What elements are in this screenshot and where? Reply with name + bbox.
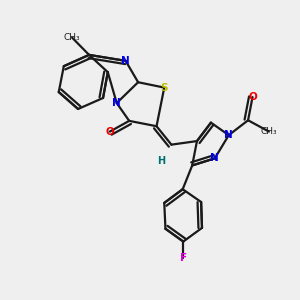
Text: F: F (180, 253, 187, 262)
Text: N: N (112, 98, 121, 108)
Text: CH₃: CH₃ (261, 127, 277, 136)
Text: N: N (224, 130, 233, 140)
Text: O: O (248, 92, 257, 102)
Text: S: S (160, 82, 168, 93)
Text: CH₃: CH₃ (64, 33, 80, 42)
Text: N: N (210, 153, 219, 163)
Text: H: H (157, 156, 165, 166)
Text: O: O (106, 127, 114, 136)
Text: N: N (121, 56, 130, 66)
